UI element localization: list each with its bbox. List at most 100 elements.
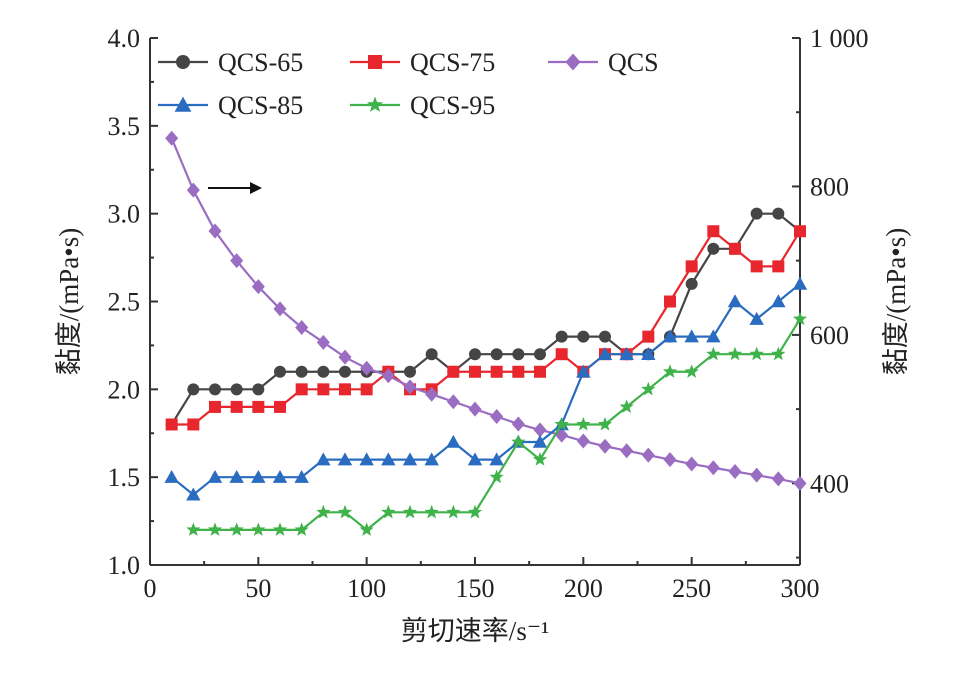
- data-point-qcs-65: [187, 383, 200, 396]
- data-point-qcs-95: [792, 311, 808, 326]
- data-point-qcs-75: [512, 365, 525, 378]
- x-tick-label: 150: [456, 574, 495, 603]
- data-point-qcs: [468, 401, 482, 417]
- data-point-qcs-65: [339, 365, 351, 378]
- x-axis-title: 剪切速率/s⁻¹: [401, 616, 549, 646]
- series-group: [164, 130, 808, 536]
- y-axis-left-title: 黏度/(mPa•s): [54, 228, 84, 375]
- data-point-qcs-85: [684, 329, 699, 343]
- data-point-qcs-75: [252, 400, 265, 413]
- data-point-qcs-65: [599, 330, 611, 343]
- y-left-tick-label: 4.0: [108, 24, 141, 53]
- data-point-qcs-65: [555, 330, 568, 343]
- data-point-qcs: [403, 379, 417, 395]
- data-point-qcs-75: [750, 260, 763, 273]
- data-point-qcs: [230, 253, 244, 269]
- data-point-qcs-95: [489, 469, 504, 484]
- data-point-qcs-95: [359, 522, 374, 536]
- data-point-qcs-95: [381, 504, 396, 519]
- data-point-qcs-75: [187, 418, 200, 431]
- data-point-qcs-85: [186, 487, 201, 501]
- data-point-qcs-95: [771, 346, 786, 361]
- data-point-qcs-75: [165, 418, 178, 431]
- data-point-qcs-65: [512, 348, 525, 361]
- data-point-qcs-85: [619, 347, 634, 360]
- data-point-qcs: [620, 443, 634, 459]
- series-qcs-85: [164, 276, 808, 501]
- annotation-group: [208, 182, 262, 194]
- data-point-qcs-95: [424, 504, 439, 519]
- data-point-qcs-85: [229, 469, 244, 483]
- data-point-qcs-85: [316, 452, 331, 466]
- data-point-qcs: [165, 130, 179, 146]
- legend-label: QCS-85: [218, 91, 303, 120]
- legend-label: QCS-65: [218, 48, 303, 77]
- data-point-qcs: [598, 438, 612, 454]
- data-point-qcs-85: [446, 434, 461, 448]
- data-point-qcs-75: [794, 225, 806, 238]
- legend: QCS-65 QCS-75 QCS QCS-85 QCS-95: [158, 48, 659, 120]
- data-point-qcs: [576, 433, 590, 449]
- data-point-qcs: [360, 360, 374, 376]
- data-point-qcs: [793, 475, 807, 491]
- data-point-qcs-85: [164, 469, 179, 483]
- data-point-qcs: [750, 467, 764, 483]
- data-point-qcs-65: [490, 348, 503, 361]
- data-point-qcs-85: [727, 294, 743, 308]
- data-point-qcs: [728, 463, 742, 479]
- legend-label: QCS-75: [410, 48, 495, 77]
- data-point-qcs-85: [272, 469, 288, 483]
- data-point-qcs-95: [402, 504, 418, 519]
- legend-marker: [366, 96, 384, 112]
- x-tick-label: 0: [144, 574, 157, 603]
- data-point-qcs-85: [749, 311, 764, 325]
- series-qcs: [165, 130, 807, 491]
- data-point-qcs-65: [425, 348, 438, 361]
- data-point-qcs-85: [207, 469, 223, 483]
- data-point-qcs-75: [685, 260, 698, 273]
- data-point-qcs-85: [771, 294, 786, 308]
- data-point-qcs-75: [209, 400, 221, 413]
- series-qcs-65: [165, 207, 806, 431]
- data-point-qcs-95: [467, 504, 483, 519]
- data-point-qcs: [295, 319, 309, 335]
- legend-item-qcs-85: QCS-85: [158, 91, 303, 120]
- data-point-qcs: [641, 447, 655, 463]
- data-point-qcs-65: [274, 365, 286, 378]
- data-point-qcs-65: [209, 383, 221, 396]
- legend-marker: [176, 55, 190, 69]
- y-right-tick-label: 600: [810, 321, 849, 350]
- data-point-qcs: [425, 386, 439, 402]
- data-point-qcs-75: [317, 383, 330, 396]
- data-point-qcs-95: [186, 522, 201, 536]
- right-arrow-icon: [208, 182, 262, 194]
- data-point-qcs-95: [294, 522, 309, 536]
- y-left-tick-label: 2.0: [108, 375, 141, 404]
- data-point-qcs-65: [469, 348, 481, 361]
- data-point-qcs-75: [339, 383, 351, 396]
- data-point-qcs-85: [532, 434, 548, 448]
- data-point-qcs: [663, 452, 677, 468]
- legend-label: QCS-95: [410, 91, 495, 120]
- series-line-qcs: [170, 137, 801, 485]
- data-point-qcs-85: [489, 452, 504, 466]
- y-axis-right-title: 黏度/(mPa•s): [881, 228, 911, 375]
- legend-item-qcs-95: QCS-95: [350, 91, 495, 120]
- x-tick-label: 200: [564, 574, 603, 603]
- data-point-qcs-85: [792, 276, 808, 290]
- legend-item-qcs: QCS: [548, 48, 659, 77]
- data-point-qcs-85: [251, 469, 266, 483]
- data-point-qcs-95: [207, 522, 223, 536]
- data-point-qcs-65: [295, 365, 308, 378]
- data-point-qcs-85: [424, 452, 439, 466]
- y-right-tick-label: 1 000: [810, 24, 869, 53]
- data-point-qcs-75: [447, 365, 460, 378]
- data-point-qcs-95: [272, 522, 288, 536]
- data-point-qcs: [511, 416, 525, 432]
- data-point-qcs: [273, 301, 287, 317]
- data-point-qcs-85: [641, 347, 656, 360]
- data-point-qcs-95: [727, 346, 743, 361]
- y-right-tick-label: 400: [810, 469, 849, 498]
- x-tick-label: 50: [245, 574, 271, 603]
